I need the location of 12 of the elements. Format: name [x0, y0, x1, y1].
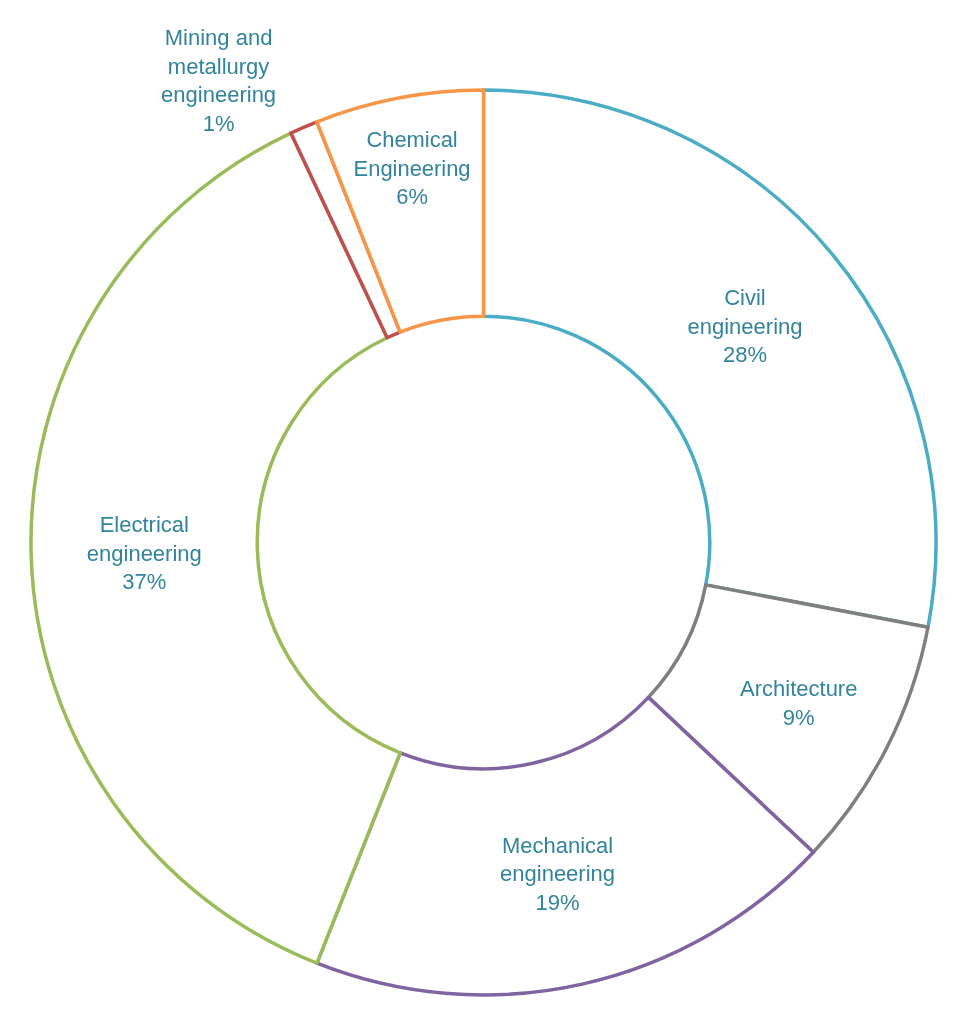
- slice-label: Electrical engineering: [86, 512, 202, 566]
- slice-label: Mechanical engineering: [500, 832, 616, 887]
- data-label: 37%: [122, 569, 167, 595]
- data-label: 6%: [396, 184, 428, 210]
- data-label: 28%: [722, 342, 768, 368]
- data-label: 1%: [202, 110, 235, 136]
- data-label: 9%: [782, 704, 815, 730]
- slice-label: Civil engineering: [687, 285, 803, 339]
- data-label: 19%: [535, 889, 580, 915]
- slice-label: Architecture: [740, 676, 858, 702]
- slice-label: Chemical Engineering: [353, 127, 471, 181]
- slice-label: Mining and metallurgy engineering: [161, 25, 277, 108]
